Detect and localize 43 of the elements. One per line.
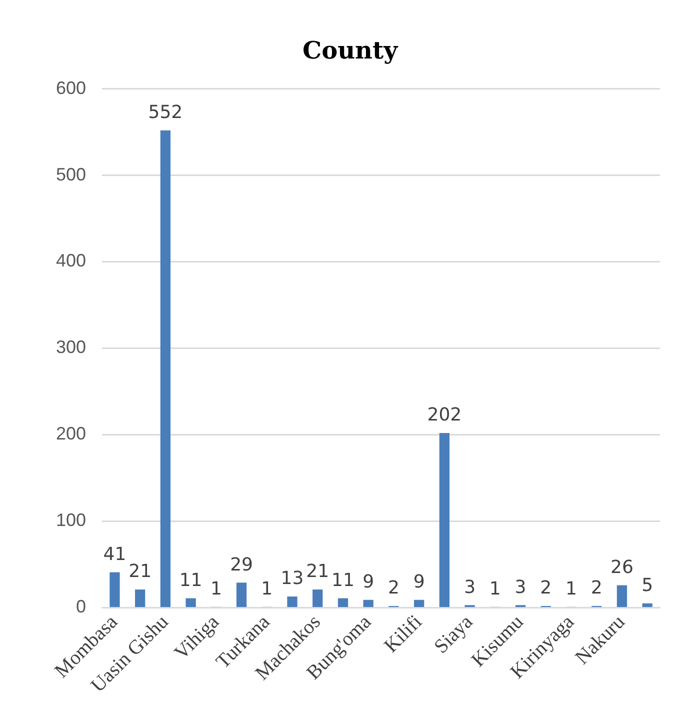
bar — [135, 590, 146, 607]
data-label: 1 — [261, 578, 273, 600]
data-label: 9 — [362, 572, 374, 593]
data-label: 26 — [610, 556, 634, 578]
data-label: 13 — [280, 568, 304, 590]
data-label: 2 — [590, 578, 602, 599]
bar — [616, 585, 628, 607]
data-label: 9 — [413, 572, 425, 593]
data-label: 21 — [128, 561, 152, 582]
data-label: 1 — [489, 578, 501, 600]
bar — [287, 596, 298, 607]
y-tick-label: 400 — [56, 250, 86, 271]
data-label: 29 — [230, 554, 253, 576]
data-label: 41 — [103, 544, 126, 565]
bar — [414, 600, 424, 607]
bar — [312, 590, 323, 607]
y-tick-label: 500 — [56, 164, 86, 184]
data-label: 21 — [306, 561, 330, 582]
bar — [110, 572, 120, 607]
y-tick-label: 600 — [56, 78, 86, 98]
y-tick-label: 100 — [56, 510, 86, 530]
bar — [160, 130, 171, 607]
bar — [439, 433, 450, 607]
bar — [363, 600, 374, 607]
bar — [642, 603, 652, 607]
data-label: 2 — [388, 578, 400, 599]
data-label: 5 — [642, 575, 654, 596]
bar — [338, 598, 348, 607]
bar — [236, 582, 247, 607]
data-label: 11 — [179, 570, 202, 591]
chart-title: County — [302, 36, 399, 65]
data-label: 3 — [464, 576, 476, 598]
y-tick-label: 0 — [76, 596, 86, 617]
y-tick-label: 200 — [56, 424, 86, 444]
data-label: 11 — [332, 570, 354, 591]
bar — [186, 598, 196, 607]
data-label: 1 — [566, 578, 577, 600]
data-label: 202 — [427, 404, 462, 426]
data-label: 552 — [148, 102, 183, 123]
data-label: 3 — [514, 576, 526, 598]
data-label: 2 — [540, 578, 552, 599]
data-label: 1 — [210, 578, 222, 600]
y-tick-label: 300 — [56, 337, 86, 358]
